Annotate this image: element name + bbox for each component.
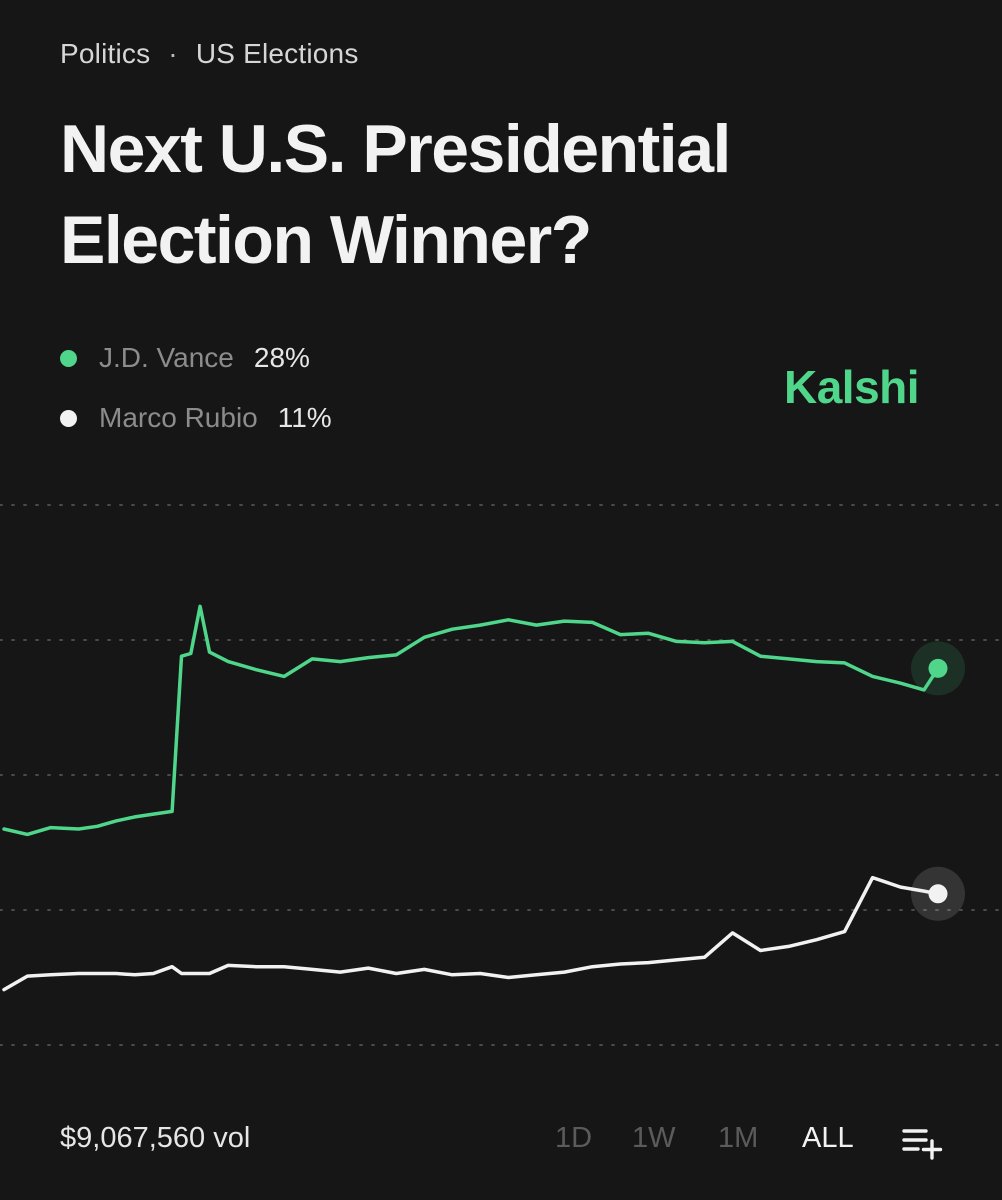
- breadcrumb-subcategory[interactable]: US Elections: [195, 38, 359, 69]
- series-line-j-d-vance: [2, 604, 940, 837]
- chart-legend: J.D. Vance 28% Marco Rubio 11%: [60, 338, 332, 458]
- breadcrumb-separator: ·: [168, 38, 178, 69]
- volume-label: $9,067,560 vol: [60, 1122, 251, 1154]
- chart-footer: $9,067,560 vol 1D 1W 1M ALL: [0, 1116, 1002, 1166]
- series-end-point-j-d-vance: [928, 658, 948, 678]
- chart-series: [2, 604, 965, 992]
- legend-name-vance: J.D. Vance: [99, 342, 234, 373]
- range-1w-button[interactable]: 1W: [632, 1122, 676, 1154]
- series-line-marco-rubio: [2, 875, 940, 992]
- chart-grid: [0, 504, 1002, 1046]
- legend-dot-rubio: [60, 409, 77, 427]
- legend-value-vance: 28%: [253, 342, 310, 373]
- brand-logo: Kalshi: [784, 361, 920, 413]
- price-chart[interactable]: [0, 460, 1002, 1080]
- range-all-button[interactable]: ALL: [802, 1122, 854, 1154]
- breadcrumb-category[interactable]: Politics: [60, 38, 151, 69]
- legend-dot-vance: [60, 349, 77, 367]
- list-add-icon[interactable]: [902, 1125, 944, 1161]
- page-title: Next U.S. Presidential Election Winner?: [60, 111, 731, 278]
- series-end-point-marco-rubio: [928, 884, 948, 904]
- legend-item-rubio: Marco Rubio 11%: [60, 398, 332, 438]
- range-1m-button[interactable]: 1M: [718, 1122, 759, 1154]
- legend-value-rubio: 11%: [277, 402, 332, 433]
- range-1d-button[interactable]: 1D: [555, 1122, 593, 1154]
- legend-name-rubio: Marco Rubio: [99, 402, 258, 433]
- breadcrumb: Politics · US Elections: [60, 38, 359, 70]
- legend-item-vance: J.D. Vance 28%: [60, 338, 332, 378]
